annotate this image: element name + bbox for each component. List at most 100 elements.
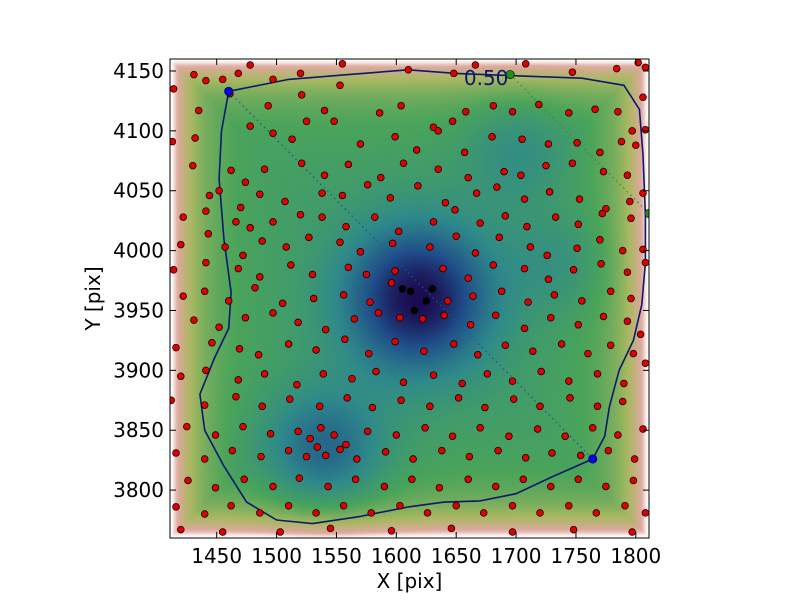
data-point <box>399 159 408 167</box>
scatter-points <box>170 59 649 536</box>
x-tick-label: 1750 <box>550 544 601 568</box>
data-point <box>363 180 372 189</box>
data-point <box>258 237 266 245</box>
data-point <box>218 75 227 84</box>
data-point <box>281 197 289 206</box>
data-point <box>183 422 191 431</box>
data-point <box>434 127 442 135</box>
x-axis-label: X [pix] <box>377 569 443 593</box>
x-tick-label: 1800 <box>610 544 661 568</box>
data-point <box>177 372 185 381</box>
data-point <box>330 431 338 439</box>
data-point <box>606 287 615 296</box>
data-point <box>330 117 338 126</box>
data-point <box>614 107 622 116</box>
data-point <box>394 227 403 236</box>
data-point <box>520 195 529 203</box>
data-point <box>211 431 220 439</box>
data-point <box>309 294 318 303</box>
y-tick-label: 4000 <box>113 239 164 263</box>
data-point <box>232 392 240 401</box>
data-point <box>627 214 635 223</box>
data-point <box>308 270 317 279</box>
data-point <box>596 148 604 157</box>
data-point <box>632 141 640 149</box>
data-point <box>508 501 517 510</box>
data-point <box>190 70 198 79</box>
data-point <box>286 395 294 403</box>
data-point <box>536 402 544 411</box>
data-point <box>391 337 399 346</box>
data-point <box>612 64 621 73</box>
data-point <box>184 476 192 485</box>
data-point <box>593 370 602 378</box>
data-point <box>450 69 458 78</box>
dotted-line-1 <box>228 90 594 460</box>
data-point <box>406 287 415 296</box>
data-point <box>211 483 220 492</box>
data-point <box>375 109 384 117</box>
data-point <box>447 524 456 533</box>
data-point <box>568 68 577 76</box>
data-point <box>234 376 243 384</box>
data-point <box>170 137 177 146</box>
data-point <box>460 148 469 157</box>
data-point <box>235 345 244 353</box>
data-point <box>588 424 597 432</box>
data-point <box>362 270 371 279</box>
data-point <box>617 137 626 146</box>
data-point <box>520 324 529 333</box>
data-point <box>491 482 500 491</box>
data-point <box>543 251 551 260</box>
data-point <box>240 475 248 484</box>
data-point <box>545 188 554 196</box>
x-tick-label: 1550 <box>311 544 362 568</box>
data-point <box>627 294 635 303</box>
data-point <box>621 501 629 510</box>
data-point <box>241 178 250 187</box>
data-point <box>420 347 428 355</box>
data-point <box>573 244 581 252</box>
data-point <box>202 207 210 215</box>
data-point <box>523 222 531 231</box>
data-point <box>471 61 480 69</box>
data-point <box>246 61 254 69</box>
data-point <box>296 210 305 219</box>
data-point <box>200 455 209 463</box>
data-point <box>569 525 578 534</box>
data-point <box>568 159 577 167</box>
x-tick-label: 1450 <box>191 544 242 568</box>
plot-frame <box>169 58 650 539</box>
data-point <box>557 340 566 348</box>
y-tick-label: 4150 <box>113 59 164 83</box>
data-point <box>234 69 243 78</box>
data-point <box>501 212 510 220</box>
data-point <box>469 292 477 300</box>
data-point <box>495 233 504 242</box>
data-point <box>388 239 397 248</box>
data-point <box>438 446 446 455</box>
data-point <box>371 213 379 221</box>
data-point <box>377 173 385 182</box>
data-point <box>606 341 615 349</box>
data-point <box>508 377 517 385</box>
data-point <box>509 395 518 403</box>
data-point <box>234 264 243 273</box>
data-point <box>623 171 632 179</box>
data-point <box>423 509 432 517</box>
x-tick-label: 1700 <box>491 544 542 568</box>
data-point <box>319 370 328 378</box>
data-point <box>576 451 585 460</box>
data-point <box>628 127 636 135</box>
data-point <box>426 243 434 251</box>
data-point <box>439 264 447 273</box>
data-point <box>341 335 349 343</box>
data-point <box>350 315 359 323</box>
data-point <box>338 191 347 200</box>
data-point <box>489 101 498 110</box>
data-point <box>284 340 293 348</box>
data-point <box>628 528 636 536</box>
data-point <box>218 528 227 536</box>
data-point <box>474 351 482 359</box>
data-point <box>200 510 209 518</box>
